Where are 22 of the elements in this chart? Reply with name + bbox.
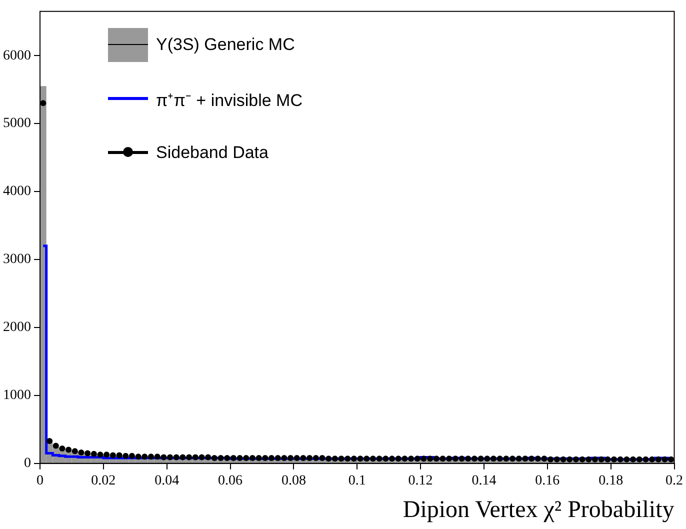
x-axis-title: Dipion Vertex χ² Probability bbox=[402, 496, 674, 523]
x-tick-label: 0.12 bbox=[408, 473, 433, 488]
x-tick-label: 0.2 bbox=[666, 473, 683, 488]
y-tick-label: 0 bbox=[24, 456, 31, 472]
y-tick-label: 5000 bbox=[3, 116, 31, 132]
y-tick-label: 6000 bbox=[3, 48, 31, 64]
y-tick-label: 1000 bbox=[3, 388, 31, 404]
legend-label: Y(3S) Generic MC bbox=[156, 35, 295, 55]
y-tick-label: 3000 bbox=[3, 252, 31, 268]
x-tick-label: 0.1 bbox=[348, 473, 366, 488]
x-tick-label: 0.08 bbox=[281, 473, 306, 488]
legend-label: π⁺π⁻ + invisible MC bbox=[156, 90, 302, 110]
x-tick-label: 0.02 bbox=[91, 473, 116, 488]
y-tick-label: 2000 bbox=[3, 320, 31, 336]
x-tick-label: 0.16 bbox=[535, 473, 560, 488]
x-tick-label: 0.18 bbox=[598, 473, 624, 488]
legend-label: Sideband Data bbox=[156, 143, 268, 163]
y-tick-label: 4000 bbox=[3, 184, 31, 200]
x-tick-label: 0.04 bbox=[154, 473, 180, 488]
x-tick-label: 0.14 bbox=[472, 473, 496, 488]
x-tick-label: 0 bbox=[36, 473, 44, 488]
x-tick-label: 0.06 bbox=[218, 473, 243, 488]
